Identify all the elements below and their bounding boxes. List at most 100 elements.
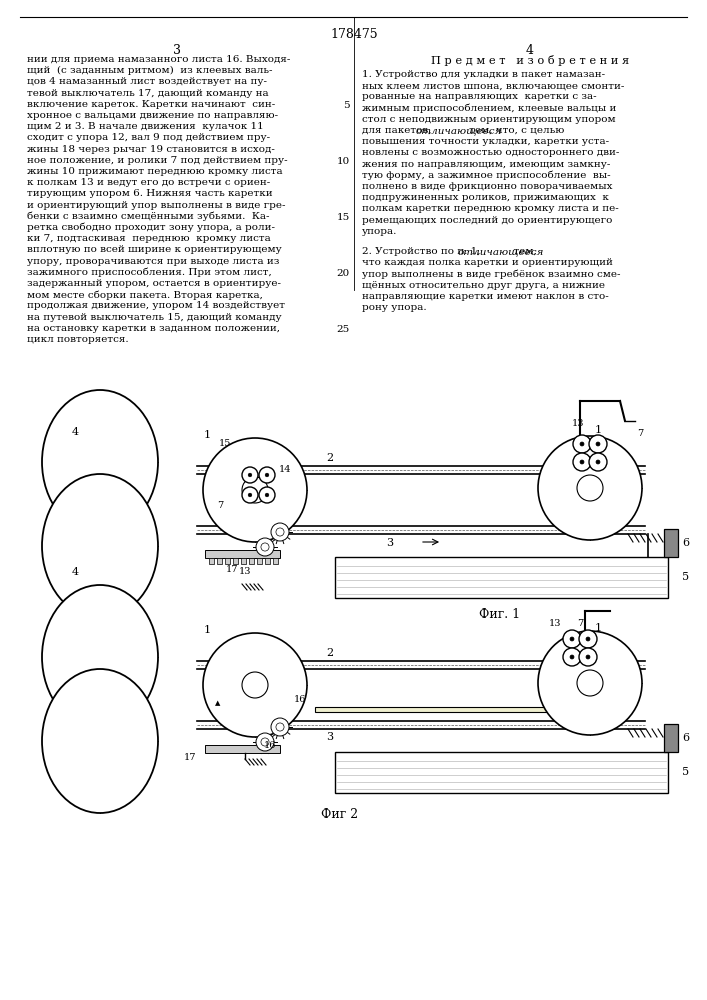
Text: жины 18 через рычаг 19 становится в исход-: жины 18 через рычаг 19 становится в исхо… [27,145,275,154]
Polygon shape [205,745,280,753]
Text: упор выполнены в виде гребёнок взаимно сме-: упор выполнены в виде гребёнок взаимно с… [362,269,621,279]
Text: включение кареток. Каретки начинают  син-: включение кареток. Каретки начинают син- [27,100,275,109]
Text: на путевой выключатель 15, дающий команду: на путевой выключатель 15, дающий команд… [27,313,281,322]
Text: жимным приспособлением, клеевые вальцы и: жимным приспособлением, клеевые вальцы и [362,104,617,113]
Text: продолжая движение, упором 14 воздействует: продолжая движение, упором 14 воздейству… [27,301,285,310]
Text: щённых относительно друг друга, а нижние: щённых относительно друг друга, а нижние [362,281,605,290]
Text: 17: 17 [226,566,238,574]
Polygon shape [233,558,238,564]
Circle shape [589,435,607,453]
Text: нии для приема намазанного листа 16. Выходя-: нии для приема намазанного листа 16. Вых… [27,55,291,64]
Text: 1: 1 [204,625,211,635]
Text: направляющие каретки имеют наклон в сто-: направляющие каретки имеют наклон в сто- [362,292,609,301]
Circle shape [579,648,597,666]
Text: 20: 20 [337,269,350,278]
Text: 13: 13 [572,418,584,428]
Text: тирующим упором 6. Нижняя часть каретки: тирующим упором 6. Нижняя часть каретки [27,189,273,198]
Text: тем, что, с целью: тем, что, с целью [466,126,564,135]
Ellipse shape [42,669,158,813]
Circle shape [265,473,269,477]
Text: сходит с упора 12, вал 9 под действием пру-: сходит с упора 12, вал 9 под действием п… [27,133,270,142]
Polygon shape [664,724,678,752]
Text: 1: 1 [595,623,602,633]
Text: рону упора.: рону упора. [362,303,426,312]
Text: ки 7, подтаскивая  переднюю  кромку листа: ки 7, подтаскивая переднюю кромку листа [27,234,271,243]
Text: 13: 13 [239,568,251,576]
Text: 7: 7 [577,618,583,628]
Circle shape [248,493,252,497]
Text: тем,: тем, [507,247,537,256]
Text: для пакетов,: для пакетов, [362,126,435,135]
Polygon shape [205,550,280,558]
Text: 6: 6 [682,538,689,548]
Circle shape [586,637,590,641]
Circle shape [276,528,284,536]
Circle shape [596,460,600,464]
Text: тую форму, а зажимное приспособление  вы-: тую форму, а зажимное приспособление вы- [362,171,611,180]
Circle shape [596,442,600,446]
Text: щий  (с заданным ритмом)  из клеевых валь-: щий (с заданным ритмом) из клеевых валь- [27,66,272,75]
Polygon shape [335,557,668,598]
Text: 5: 5 [344,101,350,110]
Text: ное положение, и ролики 7 под действием пру-: ное положение, и ролики 7 под действием … [27,156,288,165]
Ellipse shape [42,585,158,729]
Text: 4: 4 [526,44,534,57]
Text: полкам каретки переднюю кромку листа и пе-: полкам каретки переднюю кромку листа и п… [362,204,619,213]
Circle shape [563,630,581,648]
Circle shape [586,655,590,659]
Text: 13: 13 [549,618,561,628]
Circle shape [261,543,269,551]
Polygon shape [209,558,214,564]
Text: 16: 16 [264,740,276,750]
Text: 7: 7 [217,500,223,510]
Text: жения по направляющим, имеющим замкну-: жения по направляющим, имеющим замкну- [362,160,610,169]
Circle shape [242,467,258,483]
Circle shape [242,477,268,503]
Text: 15: 15 [218,440,231,448]
Text: тевой выключатель 17, дающий команду на: тевой выключатель 17, дающий команду на [27,89,269,98]
Text: повышения точности укладки, каретки уста-: повышения точности укладки, каретки уста… [362,137,609,146]
Polygon shape [315,707,560,712]
Text: 5: 5 [682,572,689,582]
Circle shape [242,487,258,503]
Circle shape [538,631,642,735]
Circle shape [577,475,603,501]
Circle shape [573,435,591,453]
Text: на остановку каретки в заданном положении,: на остановку каретки в заданном положени… [27,324,280,333]
Circle shape [538,436,642,540]
Text: 2: 2 [327,648,334,658]
Text: 1: 1 [595,425,602,435]
Text: ремещающих последний до ориентирующего: ремещающих последний до ориентирующего [362,216,612,225]
Circle shape [203,438,307,542]
Text: отличающееся: отличающееся [457,247,544,256]
Text: задержанный упором, остается в ориентируе-: задержанный упором, остается в ориентиру… [27,279,281,288]
Text: 4: 4 [71,427,78,437]
Text: Фиг. 1: Фиг. 1 [479,607,520,620]
Circle shape [580,442,584,446]
Text: жины 10 прижимают переднюю кромку листа: жины 10 прижимают переднюю кромку листа [27,167,283,176]
Circle shape [265,493,269,497]
Text: 17: 17 [184,752,197,762]
Polygon shape [241,558,246,564]
Ellipse shape [42,474,158,618]
Text: 25: 25 [337,325,350,334]
Circle shape [261,738,269,746]
Text: Фиг 2: Фиг 2 [322,808,358,822]
Circle shape [242,672,268,698]
Text: мом месте сборки пакета. Вторая каретка,: мом месте сборки пакета. Вторая каретка, [27,290,263,300]
Text: 6: 6 [682,733,689,743]
Text: 3: 3 [327,732,334,742]
Circle shape [259,467,275,483]
Text: к полкам 13 и ведут его до встречи с ориен-: к полкам 13 и ведут его до встречи с ори… [27,178,270,187]
Text: бенки с взаимно смещёнными зубьями.  Ка-: бенки с взаимно смещёнными зубьями. Ка- [27,212,269,221]
Text: полнено в виде фрикционно поворачиваемых: полнено в виде фрикционно поворачиваемых [362,182,612,191]
Circle shape [573,453,591,471]
Text: 7: 7 [637,430,643,438]
Polygon shape [249,558,254,564]
Circle shape [570,655,574,659]
Text: 15: 15 [337,213,350,222]
Text: стол с неподвижным ориентирующим упором: стол с неподвижным ориентирующим упором [362,115,616,124]
Circle shape [580,460,584,464]
Text: и ориентирующий упор выполнены в виде гре-: и ориентирующий упор выполнены в виде гр… [27,201,286,210]
Text: 3: 3 [173,44,181,57]
